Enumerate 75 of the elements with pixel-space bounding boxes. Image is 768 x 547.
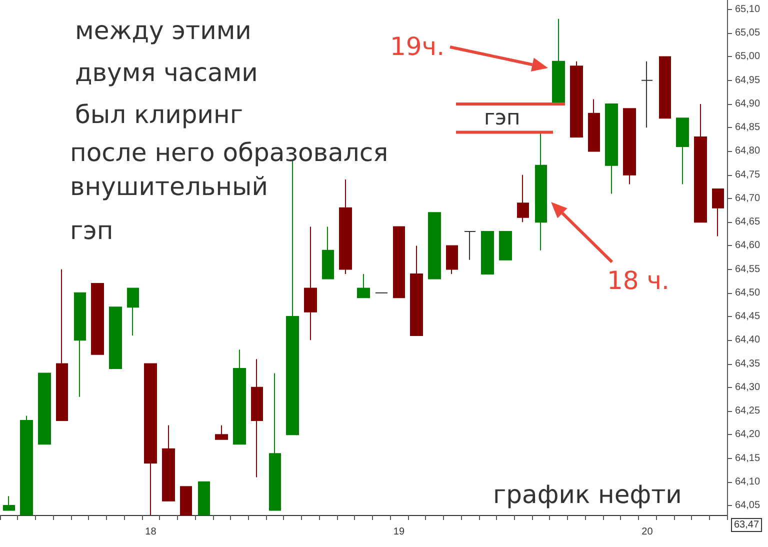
candlestick: [535, 132, 547, 251]
y-tick-label: 64,55: [735, 264, 760, 275]
y-tick-label: 64,65: [735, 216, 760, 228]
y-tick-label: 64,75: [735, 169, 760, 180]
y-tick-label: 64,05: [735, 500, 760, 512]
candlestick: [56, 268, 68, 422]
annotation: гэп: [484, 106, 520, 130]
candlestick: [339, 179, 352, 275]
candlestick: [162, 424, 175, 502]
text: 63,47: [734, 520, 760, 530]
annotation: 19ч.: [390, 32, 445, 61]
candlestick: [198, 481, 210, 516]
y-tick-label: 64,60: [735, 240, 760, 252]
x-tick-label: 20: [642, 526, 654, 538]
candlestick: [481, 231, 494, 275]
candlestick: [712, 188, 724, 237]
y-tick-label: 64,30: [735, 382, 760, 393]
x-tick-label: 18: [145, 526, 157, 538]
candlestick: [570, 60, 583, 138]
candlestick: [20, 415, 33, 516]
candlestick: [641, 60, 653, 128]
candlestick: [428, 212, 441, 280]
y-tick-label: 64,25: [735, 406, 760, 417]
y-tick-label: 64,90: [735, 98, 760, 110]
candlestick: [552, 18, 565, 104]
annotation: двумя часами: [75, 58, 258, 87]
candlestick: [517, 174, 529, 223]
candlestick: [251, 358, 263, 478]
candlestick: [605, 103, 618, 194]
candlestick: [464, 231, 476, 260]
y-tick-label: 64,10: [735, 476, 760, 488]
y-tick-label: 65,05: [735, 28, 760, 39]
x-tick-label: 19: [393, 526, 405, 538]
candlestick: [91, 282, 104, 355]
candlestick: [269, 372, 281, 511]
y-tick-label: 64,45: [735, 311, 760, 322]
candlestick: [180, 486, 192, 516]
candlestick: [410, 245, 423, 336]
y-tick-label: 64,85: [735, 122, 760, 134]
candlestick: [38, 372, 51, 445]
annotation: после него образовался: [70, 138, 388, 167]
candlestick: [233, 349, 246, 445]
y-tick-label: 64,80: [735, 146, 760, 157]
y-tick-label: 65,00: [735, 51, 760, 62]
annotation: график нефти: [493, 480, 682, 509]
candlestick: [659, 56, 671, 119]
candlestick: [499, 231, 512, 260]
annotation: был клиринг: [75, 100, 244, 129]
annotation: гэп: [70, 216, 114, 245]
candlestick: [393, 226, 405, 298]
candlestick: [623, 108, 636, 185]
candlestick: [144, 363, 157, 516]
candlestick: [109, 306, 122, 370]
candlestick: [588, 98, 600, 152]
candlestick: [3, 496, 15, 511]
candlestick: [304, 226, 317, 341]
y-tick-label: 64,35: [735, 358, 760, 370]
y-tick-label: 64,20: [735, 429, 760, 440]
candlestick: [74, 292, 86, 398]
annotation: внушительный: [70, 172, 268, 201]
candlestick: [322, 226, 334, 280]
y-tick-label: 64,70: [735, 192, 760, 204]
y-tick-label: 64,40: [735, 334, 760, 346]
candlestick: [694, 103, 707, 223]
candlestick: [215, 424, 228, 440]
y-tick-label: 64,15: [735, 452, 760, 464]
y-tick-label: 65,10: [735, 4, 760, 15]
candlestick: [357, 274, 370, 298]
y-tick-label: 64,95: [735, 74, 760, 86]
y-tick-label: 64,50: [735, 287, 760, 298]
candlestick: [446, 245, 458, 275]
annotation: 18 ч.: [607, 266, 670, 295]
annotation: между этими: [75, 16, 252, 45]
candlestick: [676, 118, 689, 185]
candlestick: [127, 288, 139, 336]
